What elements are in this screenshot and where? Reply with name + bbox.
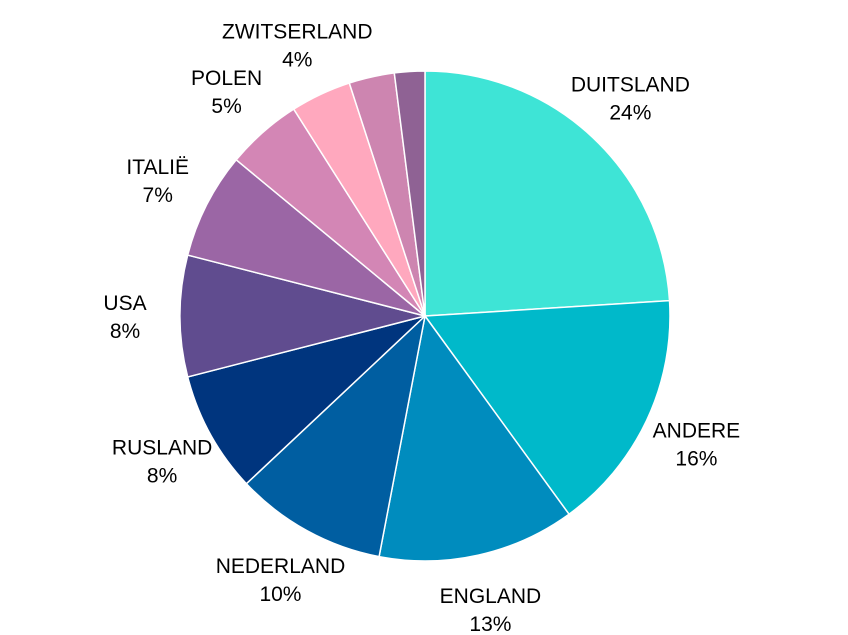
pie-slice-italie — [186, 158, 426, 317]
slice-percent-italie: 7% — [143, 184, 173, 207]
pie-slice-england — [378, 314, 571, 562]
slice-percent-nederland: 10% — [259, 583, 301, 606]
slice-label-rusland: RUSLAND — [112, 437, 212, 460]
pie-slice-rusland — [186, 315, 426, 485]
slice-label-andere: ANDERE — [653, 420, 741, 443]
pie-slice-usa — [179, 254, 426, 378]
slice-percent-rusland: 8% — [147, 465, 177, 488]
slice-percent-duitsland: 24% — [609, 101, 651, 124]
slice-label-england: ENGLAND — [440, 585, 542, 608]
slice-percent-andere: 16% — [675, 448, 717, 471]
slice-label-nederland: NEDERLAND — [216, 555, 346, 578]
slice-percent-england: 13% — [469, 613, 511, 635]
pie-slices — [179, 70, 671, 562]
slice-label-duitsland: DUITSLAND — [571, 73, 690, 96]
pie-labels: DUITSLAND 24% ANDERE 16% ENGLAND 13% NEDERLAND… — [103, 21, 740, 635]
pie-slice-duitsland — [424, 70, 671, 317]
slice-percent-usa: 8% — [110, 320, 140, 343]
slice-label-usa: USA — [103, 292, 146, 315]
pie-slice-unlabeled-10 — [393, 70, 426, 317]
slice-label-zwitserland: ZWITSERLAND — [222, 21, 373, 44]
slice-percent-zwitserland: 4% — [282, 49, 312, 72]
pie-slice-nederland — [245, 313, 427, 558]
slice-percent-polen: 5% — [211, 95, 241, 118]
pie-slice-andere — [423, 299, 671, 516]
slice-label-italie: ITALIË — [126, 156, 189, 179]
slice-label-polen: POLEN — [191, 67, 262, 90]
